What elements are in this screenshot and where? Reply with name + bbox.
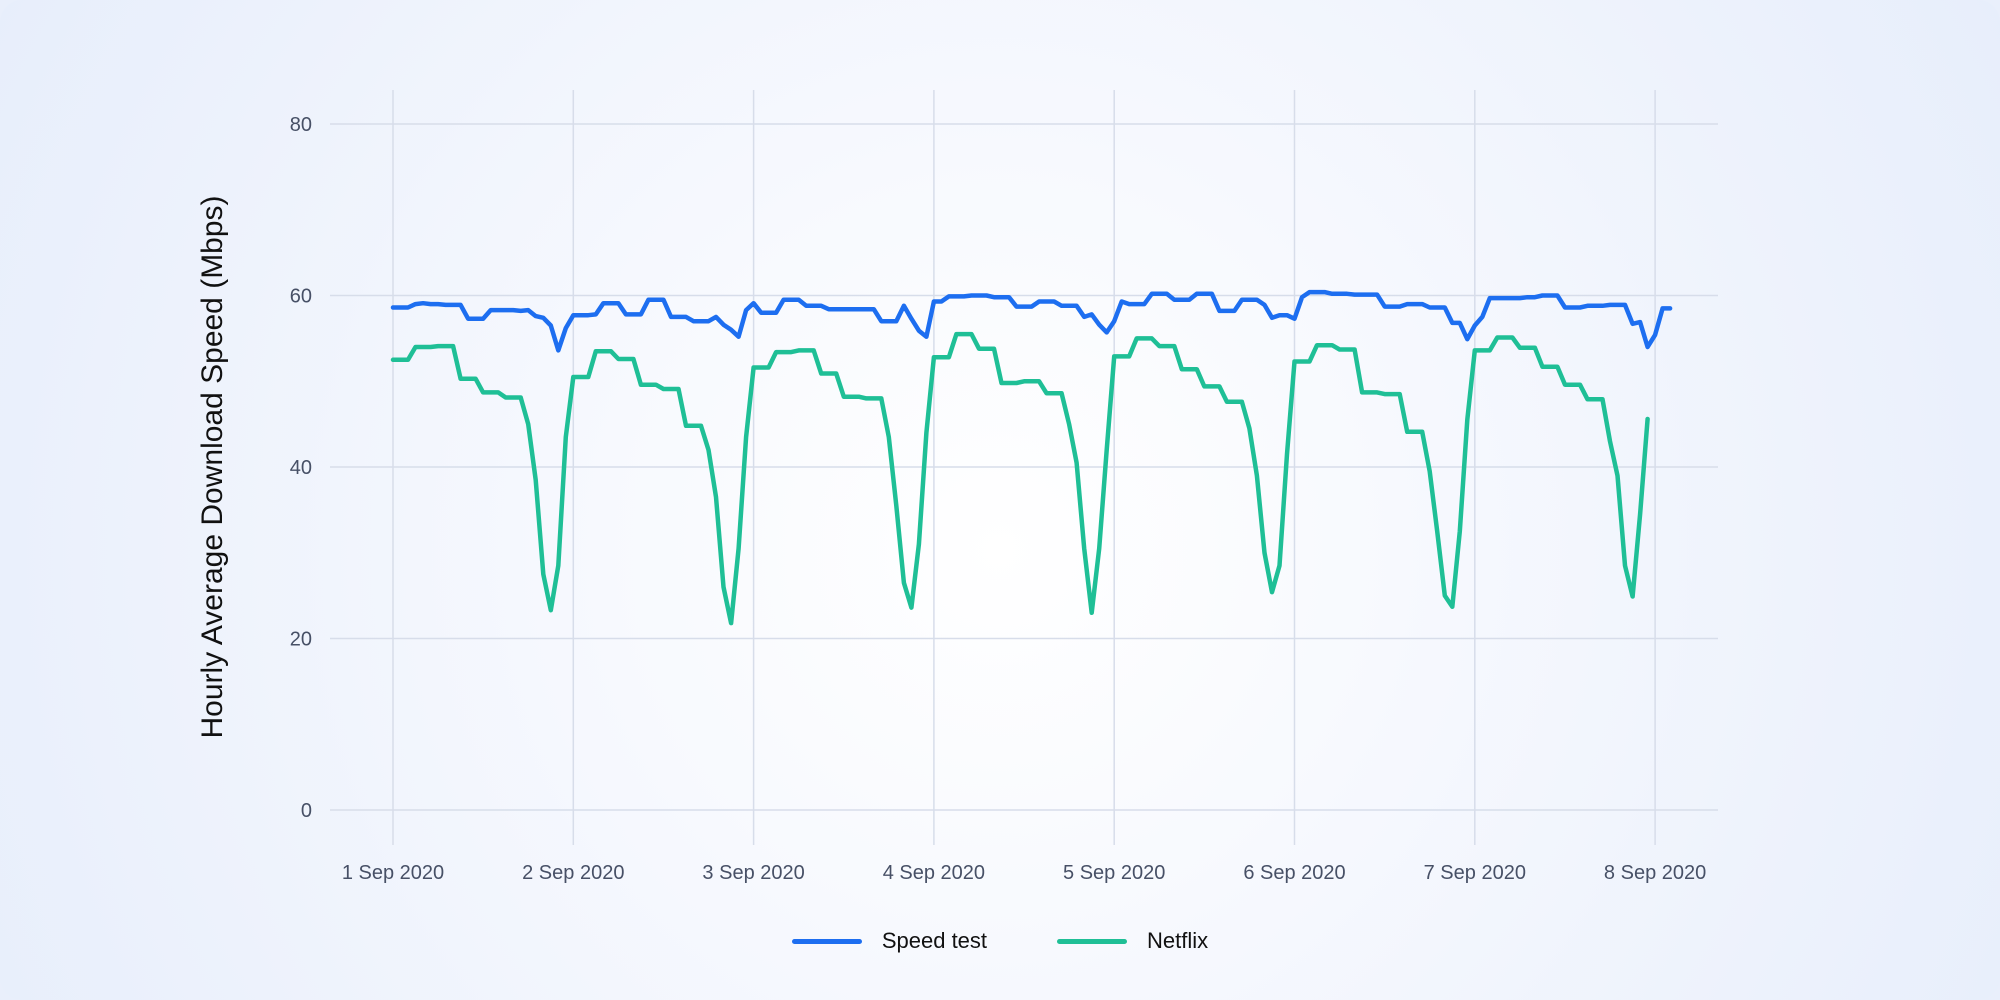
y-tick-labels: 0 20 40 60 80 [290,114,312,822]
x-tick-label: 1 Sep 2020 [342,862,444,884]
y-tick-label: 20 [290,629,312,651]
y-tick-label: 60 [290,286,312,308]
x-tick-label: 8 Sep 2020 [1604,862,1706,884]
legend: Speed test Netflix [0,928,1500,954]
x-tick-label: 3 Sep 2020 [702,862,804,884]
legend-item-netflix[interactable]: Netflix [1057,928,1208,954]
legend-label-speed-test: Speed test [881,928,988,953]
x-tick-label: 5 Sep 2020 [1063,862,1165,884]
x-tick-labels: 1 Sep 2020 2 Sep 2020 3 Sep 2020 4 Sep 2020… [342,862,1706,884]
y-tick-label: 0 [301,800,312,822]
y-axis-title: Hourly Average Download Speed (Mbps) [196,195,229,738]
y-tick-label: 80 [290,114,312,136]
speed-test-line [390,289,1673,353]
x-tick-label: 7 Sep 2020 [1424,862,1526,884]
legend-item-speed-test[interactable]: Speed test [791,928,988,954]
netflix-line [390,331,1650,626]
series-lines [390,289,1673,626]
y-gridlines [330,123,1718,811]
x-tick-label: 6 Sep 2020 [1243,862,1345,884]
netflix-swatch [1057,938,1128,944]
x-tick-label: 2 Sep 2020 [522,862,624,884]
legend-label-netflix: Netflix [1147,928,1209,953]
x-tick-label: 4 Sep 2020 [883,862,985,884]
speed-test-swatch [791,938,862,944]
y-tick-label: 40 [290,457,312,479]
